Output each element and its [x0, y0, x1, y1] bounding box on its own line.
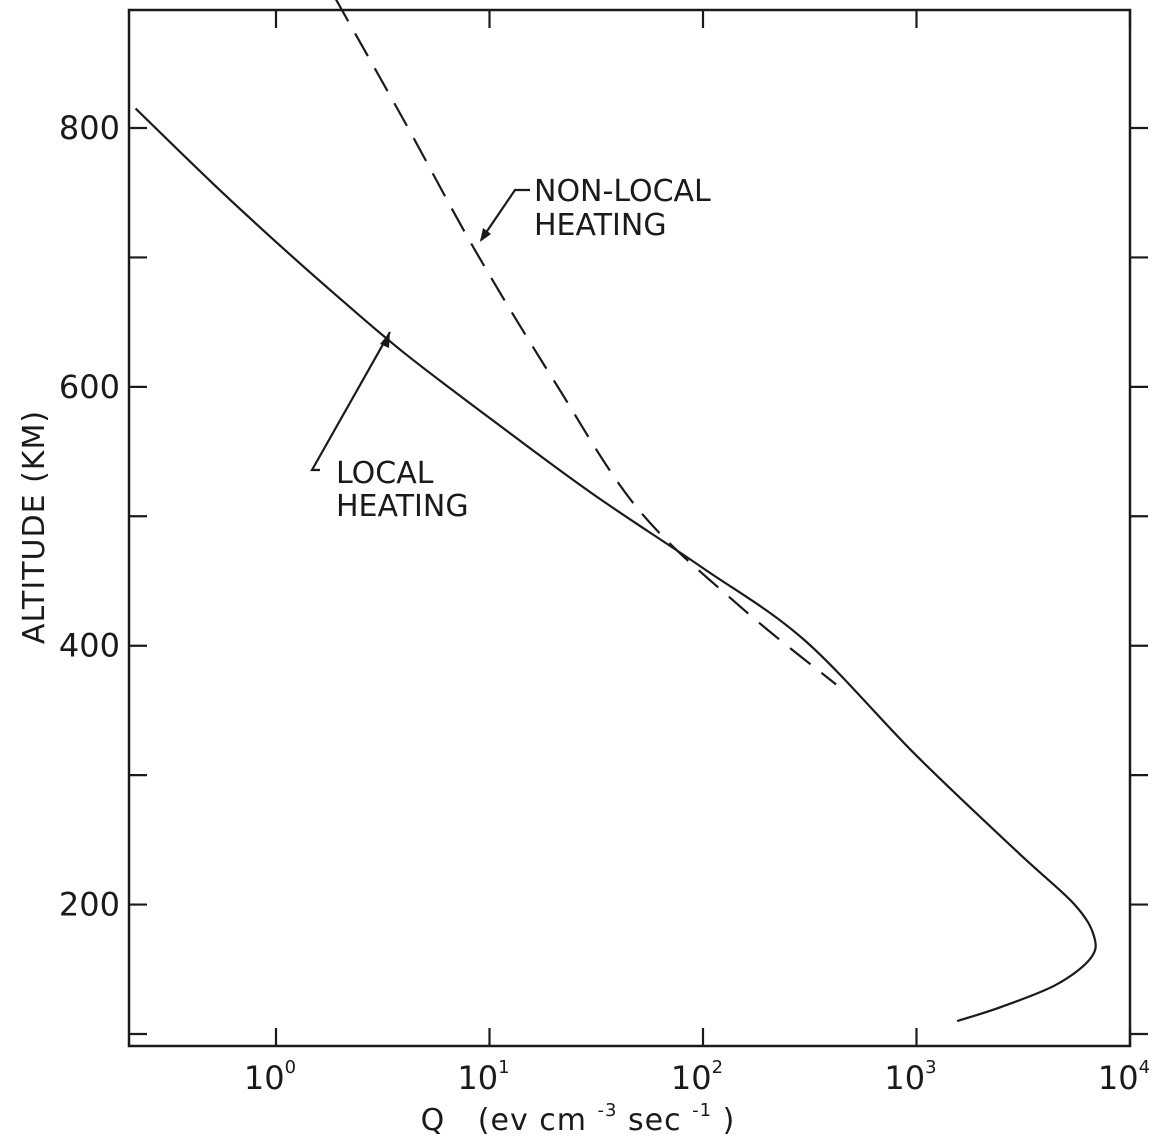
- x-axis-label: Q (ev cm -3 sec -1 ): [421, 1089, 736, 1137]
- y-tick-label: 200: [59, 886, 120, 924]
- y-axis-label: ALTITUDE (KM): [17, 410, 52, 644]
- x-tick-label-base: 10: [457, 1059, 498, 1097]
- x-axis-label-cm-exponent: -3: [598, 1100, 618, 1121]
- x-axis-label-units-close: ): [723, 1103, 736, 1137]
- local-heating-line: [134, 107, 1097, 1023]
- non-local-heating-label-line1: NON-LOCAL: [534, 174, 711, 209]
- x-tick-label-base: 10: [1098, 1059, 1139, 1097]
- x-tick-label-base: 10: [884, 1059, 925, 1097]
- x-tick-label: 104: [1098, 1057, 1150, 1097]
- series-lines: [134, 0, 1097, 1023]
- y-tick-label: 400: [59, 627, 120, 665]
- x-axis-label-units-open: (ev cm: [478, 1103, 587, 1137]
- x-axis-label-sec: sec: [628, 1103, 682, 1137]
- x-tick-label-exponent: 2: [712, 1057, 723, 1078]
- local-heating-label-line1: LOCAL: [336, 456, 434, 491]
- x-tick-label-base: 10: [244, 1059, 285, 1097]
- x-tick-label: 102: [671, 1057, 723, 1097]
- x-tick-label-exponent: 1: [498, 1057, 509, 1078]
- ticks: [129, 10, 1148, 1046]
- x-tick-label: 100: [244, 1057, 296, 1097]
- local-heating-label-line2: HEATING: [336, 489, 469, 524]
- x-tick-label: 103: [884, 1057, 936, 1097]
- plot-frame: [127, 8, 1132, 1048]
- local-heating-pointer-arrow: [310, 331, 391, 472]
- annotations: LOCAL HEATING NON-LOCAL HEATING: [310, 174, 711, 524]
- x-tick-label-exponent: 4: [1139, 1057, 1150, 1078]
- non-local-heating-line: [335, 0, 837, 686]
- x-tick-label-exponent: 3: [925, 1057, 936, 1078]
- x-axis-label-symbol: Q: [421, 1103, 446, 1137]
- non-local-heating-pointer-arrow: [480, 188, 530, 241]
- non-local-heating-arrowhead: [480, 228, 491, 242]
- y-tick-label: 600: [59, 368, 120, 406]
- y-tick-label: 800: [59, 109, 120, 147]
- non-local-heating-label-line2: HEATING: [534, 208, 667, 243]
- x-tick-label: 101: [457, 1057, 509, 1097]
- local-heating-arrowhead: [380, 332, 390, 348]
- x-axis-label-sec-exponent: -1: [692, 1100, 712, 1121]
- x-tick-label-base: 10: [671, 1059, 712, 1097]
- x-tick-label-exponent: 0: [285, 1057, 296, 1078]
